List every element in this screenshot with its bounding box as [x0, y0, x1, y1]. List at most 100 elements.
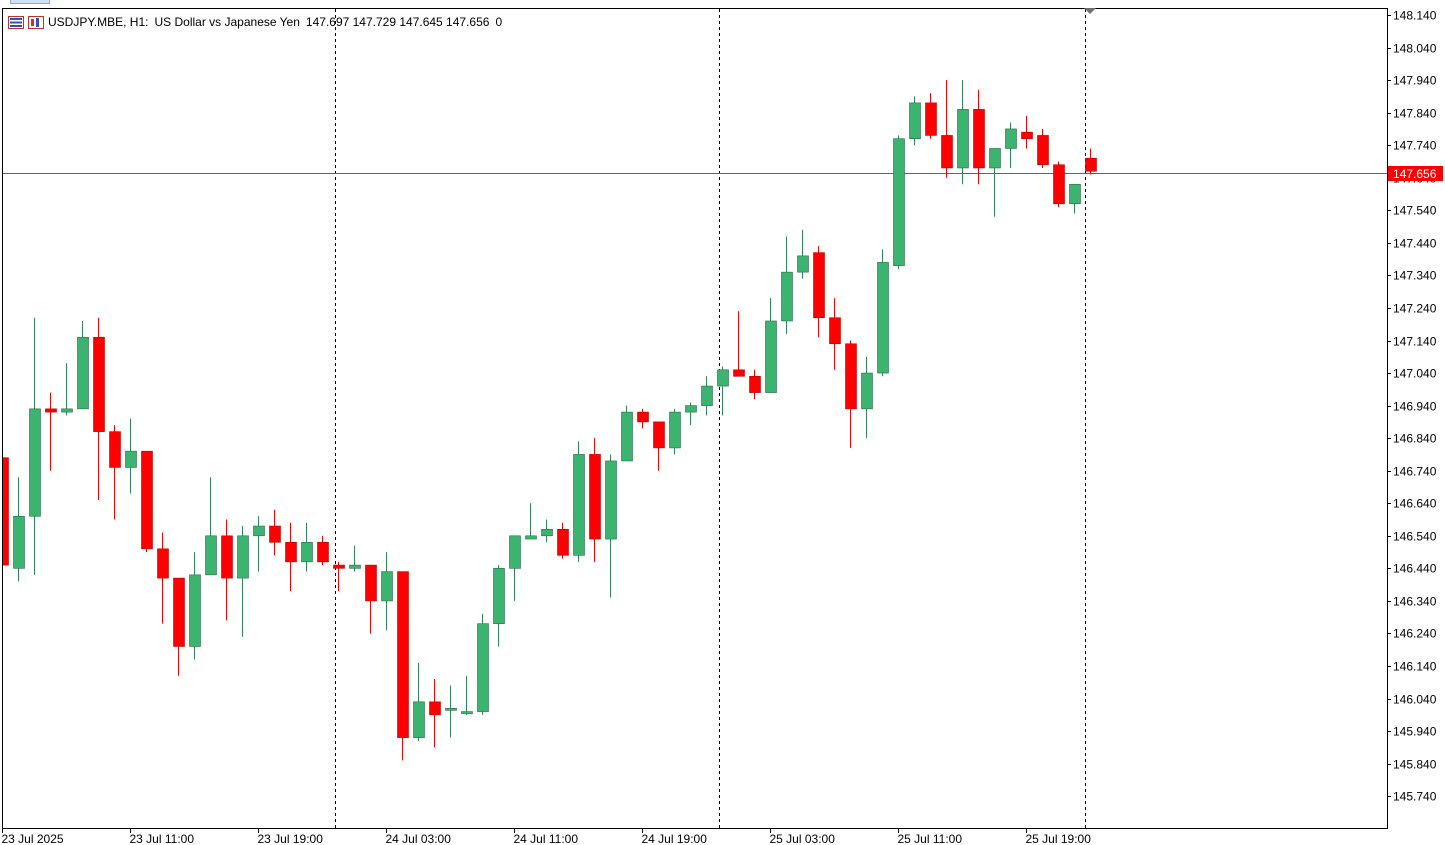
bearish-candle	[269, 525, 281, 543]
bearish-candle	[557, 528, 569, 556]
bullish-candle	[237, 535, 249, 579]
price-axis: 148.140 148.040 147.940 147.840 147.740 147.6…	[1387, 9, 1437, 804]
price-tick-label: 147.340	[1393, 269, 1437, 283]
bullish-candle	[525, 535, 537, 540]
price-tick-label: 147.440	[1393, 237, 1437, 251]
bearish-candle	[973, 109, 985, 169]
bearish-candle	[141, 450, 153, 550]
bullish-candle	[349, 564, 361, 569]
bullish-candle	[253, 525, 265, 537]
time-tick-label: 25 Jul 03:00	[770, 832, 836, 845]
bullish-candle	[573, 454, 585, 556]
bearish-candle	[429, 701, 441, 716]
price-tick-label: 147.140	[1393, 335, 1437, 349]
bullish-candle	[669, 411, 681, 449]
bullish-candle	[605, 460, 617, 540]
current-price-label: 147.656	[1393, 167, 1437, 181]
price-tick-label: 146.840	[1393, 432, 1437, 446]
price-tick-label: 145.940	[1393, 725, 1437, 739]
bullish-candle	[877, 262, 889, 374]
plot-area-frame	[2, 8, 1388, 829]
bullish-candle	[493, 568, 505, 624]
bullish-candle	[477, 623, 489, 712]
bullish-candle	[13, 515, 25, 569]
bearish-candle	[845, 343, 857, 410]
bullish-candle	[509, 535, 521, 569]
volume-value: 0	[495, 15, 503, 29]
bullish-candle	[1005, 128, 1017, 149]
time-tick-label: 25 Jul 19:00	[1026, 832, 1092, 845]
time-tick-label: 25 Jul 11:00	[898, 832, 963, 845]
bearish-candle	[397, 571, 409, 738]
price-tick-label: 145.740	[1393, 790, 1437, 804]
bullish-candle	[541, 528, 553, 537]
price-tick-label: 147.840	[1393, 107, 1437, 121]
chart-properties-icon[interactable]	[28, 15, 44, 29]
bearish-candle	[173, 577, 185, 647]
bullish-candle	[909, 102, 921, 139]
bullish-candle	[781, 271, 793, 322]
bullish-candle	[29, 408, 41, 517]
time-tick-label: 23 Jul 2025	[2, 832, 64, 845]
price-tick-label: 146.040	[1393, 693, 1437, 707]
bearish-candle	[733, 369, 745, 377]
current-price-label-bg	[1388, 166, 1443, 181]
bearish-candle	[749, 376, 761, 393]
bearish-candle	[221, 535, 233, 579]
bearish-candle	[93, 336, 105, 432]
bullish-candle	[461, 711, 473, 714]
price-tick-label: 146.140	[1393, 660, 1437, 674]
bullish-candle	[1069, 183, 1081, 205]
day-separators	[335, 9, 1086, 828]
bearish-candle	[653, 421, 665, 449]
time-tick-label: 23 Jul 11:00	[130, 832, 195, 845]
chart-list-icon[interactable]	[8, 15, 24, 29]
bullish-candle	[893, 138, 905, 266]
time-tick-label: 24 Jul 03:00	[386, 832, 452, 845]
bullish-candle	[989, 148, 1001, 169]
price-tick-label: 148.040	[1393, 42, 1437, 56]
bearish-candle	[925, 102, 937, 136]
shift-marker-icon[interactable]	[1084, 8, 1096, 14]
price-tick-label: 146.340	[1393, 595, 1437, 609]
bearish-candle	[1037, 135, 1049, 166]
bullish-candle	[685, 405, 697, 413]
price-tick-label: 147.240	[1393, 302, 1437, 316]
bullish-candle	[445, 708, 457, 711]
bearish-candle	[1085, 157, 1097, 172]
bullish-candle	[205, 535, 217, 576]
bullish-candle	[381, 571, 393, 602]
candles	[3, 80, 1097, 761]
price-tick-label: 146.640	[1393, 497, 1437, 511]
bullish-candle	[957, 109, 969, 169]
bullish-candle	[765, 320, 777, 393]
chart-tab[interactable]	[10, 0, 50, 4]
price-tick-label: 146.940	[1393, 400, 1437, 414]
bullish-candle	[701, 385, 713, 406]
bullish-candle	[717, 369, 729, 387]
bearish-candle	[109, 431, 121, 468]
price-tick-label: 147.940	[1393, 74, 1437, 88]
bullish-candle	[861, 372, 873, 410]
bearish-candle	[1021, 131, 1033, 139]
bullish-candle	[797, 255, 809, 273]
price-tick-label: 147.040	[1393, 367, 1437, 381]
price-tick-label: 146.440	[1393, 562, 1437, 576]
price-tick-label: 146.240	[1393, 627, 1437, 641]
current-price-label-group: 147.656	[1388, 166, 1443, 181]
bearish-candle	[829, 317, 841, 345]
bearish-candle	[45, 408, 57, 413]
bullish-candle	[189, 574, 201, 647]
chart-header: USDJPY.MBE, H1: US Dollar vs Japanese Ye…	[8, 14, 508, 30]
bullish-candle	[77, 336, 89, 410]
symbol-timeframe: USDJPY.MBE, H1:	[48, 15, 149, 29]
bearish-candle	[317, 542, 329, 563]
price-tick-label: 147.740	[1393, 139, 1437, 153]
price-tick-label: 146.740	[1393, 465, 1437, 479]
bearish-candle	[637, 411, 649, 423]
bearish-candle	[3, 457, 9, 566]
symbol-description: US Dollar vs Japanese Yen	[154, 15, 300, 29]
time-tick-label: 24 Jul 11:00	[514, 832, 579, 845]
